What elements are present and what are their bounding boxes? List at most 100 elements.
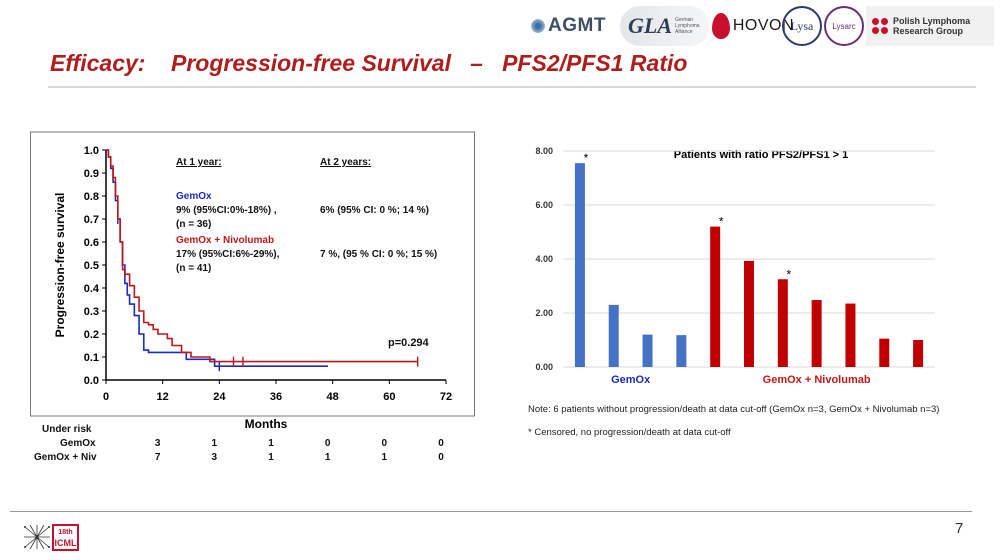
- bar-y-tick-label: 8.00: [535, 146, 553, 156]
- km-y-tick-label: 0.9: [84, 168, 99, 180]
- bar: [642, 334, 653, 367]
- lysa-logo-text: Lysa: [790, 18, 814, 33]
- km-y-tick-label: 0.6: [84, 237, 99, 249]
- icml-box: 18th ICML: [52, 524, 79, 551]
- icml-edition: 18th: [58, 529, 73, 536]
- km-y-tick-label: 0.3: [84, 306, 99, 318]
- km-gemox-label: GemOx: [176, 191, 212, 202]
- hovon-logo: HOVON: [712, 6, 794, 46]
- note-censored: * Censored, no progression/death at data…: [528, 427, 731, 438]
- risk-value: 7: [154, 452, 161, 463]
- km-pvalue: p=0.294: [388, 337, 429, 349]
- risk-table-header: Under risk: [42, 424, 92, 435]
- bar-chart-title: Patients with ratio PFS2/PFS1 > 1: [674, 149, 849, 161]
- km-y-tick-label: 0.0: [84, 375, 99, 387]
- km-x-tick-label: 72: [440, 391, 452, 403]
- km-x-tick-label: 60: [383, 391, 395, 403]
- km-y-tick-label: 0.2: [84, 329, 99, 341]
- gla-logo-text: GLA: [628, 13, 672, 38]
- km-gemoxniv-label: GemOx + Nivolumab: [176, 235, 275, 246]
- bar-censor-marker: *: [719, 215, 724, 229]
- footer-divider: [10, 511, 972, 512]
- km-x-tick-label: 36: [270, 391, 282, 403]
- risk-value: 1: [211, 438, 218, 449]
- km-y-tick-label: 0.1: [84, 352, 99, 364]
- bar-group-label-gemox-niv: GemOx + Nivolumab: [763, 374, 871, 386]
- hovon-drop-icon: [712, 13, 730, 39]
- km-gemoxniv-n: (n = 41): [176, 263, 212, 274]
- agmt-mark-icon: [530, 18, 546, 34]
- risk-value: 3: [154, 438, 161, 449]
- gla-logo-subtext: German Lymphoma Alliance: [675, 17, 700, 35]
- km-y-tick-label: 0.7: [84, 214, 99, 226]
- km-chart-panel: 0.0 0.1 0.2 0.3 0.4 0.5 0.6 0.7 0.8 0.9 1.0 0 12 24 36…: [30, 118, 475, 473]
- km-1year-header: At 1 year:: [176, 157, 222, 168]
- risk-value: 1: [268, 452, 274, 463]
- km-y-axis-label: Progression-free survival: [53, 193, 67, 338]
- network-icon: [24, 524, 50, 550]
- km-gemoxniv-1y: 17% (95%CI:6%-29%),: [176, 249, 280, 260]
- lysa-logo: Lysa: [782, 6, 822, 46]
- bar-y-tick-label: 2.00: [535, 308, 553, 318]
- risk-value: 3: [211, 452, 218, 463]
- partner-logos: AGMT GLA German Lymphoma Alliance HOVON …: [530, 6, 995, 46]
- bar: [913, 340, 924, 367]
- bar: [777, 279, 788, 367]
- icml-logo: 18th ICML: [22, 521, 80, 553]
- risk-value: 0: [438, 438, 444, 449]
- risk-value: 1: [381, 452, 388, 463]
- title-divider: [48, 86, 976, 88]
- plrg-dots-icon: [872, 18, 888, 34]
- lysarc-logo-text: Lysarc: [832, 21, 856, 31]
- km-y-tick-label: 0.4: [84, 283, 100, 295]
- bar-y-tick-label: 6.00: [535, 200, 553, 210]
- km-y-tick-label: 0.8: [84, 191, 99, 203]
- risk-value: 1: [324, 452, 331, 463]
- bar-y-tick-label: 0.00: [535, 362, 553, 372]
- agmt-logo-text: AGMT: [548, 15, 606, 36]
- km-2years-header: At 2 years:: [320, 157, 372, 168]
- km-curve-gemox-niv: [106, 149, 418, 363]
- bar: [574, 163, 585, 367]
- bar: [608, 304, 619, 367]
- km-y-tick-label: 0.5: [84, 260, 99, 272]
- risk-row-gemoxniv-label: GemOx + Niv: [34, 452, 97, 463]
- km-x-tick-label: 0: [103, 391, 109, 403]
- km-x-tick-label: 48: [327, 391, 339, 403]
- bar: [845, 303, 856, 367]
- bar-chart: Patients with ratio PFS2/PFS1 > 1 0.00 2.0…: [535, 146, 935, 386]
- page-number: 7: [955, 520, 964, 537]
- agmt-logo: AGMT: [530, 6, 615, 46]
- km-x-tick-label: 12: [157, 391, 169, 403]
- icml-text: ICML: [54, 538, 77, 548]
- gla-logo: GLA German Lymphoma Alliance: [620, 6, 710, 46]
- km-gemox-1y: 9% (95%CI:0%-18%) ,: [176, 205, 277, 216]
- risk-value: 0: [438, 452, 444, 463]
- km-x-axis-label: Months: [245, 417, 288, 431]
- km-y-tick-label: 1.0: [84, 145, 99, 157]
- bar: [811, 300, 822, 367]
- risk-value: 1: [268, 438, 274, 449]
- km-gemox-2y: 6% (95% CI: 0 %; 14 %): [320, 205, 429, 216]
- km-frame: [30, 131, 475, 417]
- km-x-tick-label: 24: [213, 391, 226, 403]
- bar: [879, 338, 890, 367]
- risk-value: 0: [324, 438, 331, 449]
- plrg-logo-text: Polish Lymphoma Research Group: [893, 16, 971, 36]
- bar-censor-marker: *: [584, 151, 589, 165]
- bar: [676, 335, 687, 367]
- lysarc-logo: Lysarc: [824, 6, 864, 46]
- slide-title: Efficacy: Progression-free Survival – PF…: [50, 50, 688, 76]
- bar-y-tick-label: 4.00: [535, 254, 553, 264]
- notes: Note: 6 patients without progression/dea…: [528, 403, 968, 449]
- bar-group-label-gemox: GemOx: [611, 374, 651, 386]
- hovon-logo-text: HOVON: [732, 17, 794, 34]
- km-gemoxniv-2y: 7 %, (95 % CI: 0 %; 15 %): [320, 249, 438, 260]
- km-gemox-n: (n = 36): [176, 219, 212, 230]
- bar: [710, 226, 721, 367]
- risk-row-gemox-label: GemOx: [60, 438, 96, 449]
- bar-chart-panel: Patients with ratio PFS2/PFS1 > 1 0.00 2.0…: [513, 135, 953, 395]
- plrg-logo: Polish Lymphoma Research Group: [866, 6, 994, 46]
- km-chart: 0.0 0.1 0.2 0.3 0.4 0.5 0.6 0.7 0.8 0.9 1.0 0 12 24 36…: [30, 131, 475, 431]
- bar-censor-marker: *: [786, 267, 791, 281]
